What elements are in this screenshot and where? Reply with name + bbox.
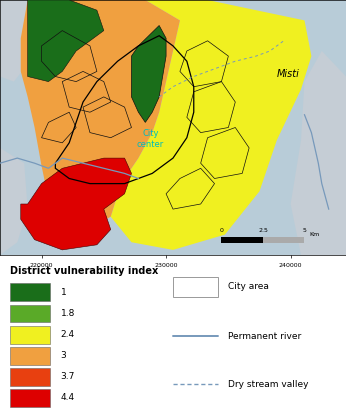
Text: Misti: Misti bbox=[277, 69, 300, 79]
Polygon shape bbox=[111, 0, 311, 250]
Text: City
center: City center bbox=[137, 129, 164, 149]
Bar bbox=[10, 305, 50, 323]
Text: District vulnerability index: District vulnerability index bbox=[10, 266, 158, 276]
Bar bbox=[263, 237, 304, 243]
Bar bbox=[10, 368, 50, 386]
Text: 0: 0 bbox=[219, 228, 224, 233]
Text: 3.7: 3.7 bbox=[61, 372, 75, 381]
Bar bbox=[10, 326, 50, 344]
Bar bbox=[221, 237, 263, 243]
Text: 2.4: 2.4 bbox=[61, 330, 75, 339]
Text: Km: Km bbox=[310, 232, 320, 237]
Text: 2.5: 2.5 bbox=[258, 228, 268, 233]
Bar bbox=[10, 389, 50, 407]
Text: 3: 3 bbox=[61, 351, 66, 360]
Bar bbox=[10, 346, 50, 365]
Polygon shape bbox=[131, 25, 166, 122]
Polygon shape bbox=[21, 158, 131, 250]
Bar bbox=[10, 284, 50, 301]
Text: 1.8: 1.8 bbox=[61, 309, 75, 318]
Text: 5: 5 bbox=[302, 228, 307, 233]
Text: 4.4: 4.4 bbox=[61, 393, 75, 402]
Text: Dry stream valley: Dry stream valley bbox=[228, 380, 309, 389]
Polygon shape bbox=[0, 0, 28, 82]
Text: 1: 1 bbox=[61, 288, 66, 297]
Text: Permanent river: Permanent river bbox=[228, 332, 302, 341]
Polygon shape bbox=[291, 51, 346, 255]
Polygon shape bbox=[21, 0, 180, 229]
Text: City area: City area bbox=[228, 282, 269, 291]
Polygon shape bbox=[0, 148, 28, 255]
Bar bbox=[173, 277, 218, 297]
Polygon shape bbox=[28, 0, 104, 82]
